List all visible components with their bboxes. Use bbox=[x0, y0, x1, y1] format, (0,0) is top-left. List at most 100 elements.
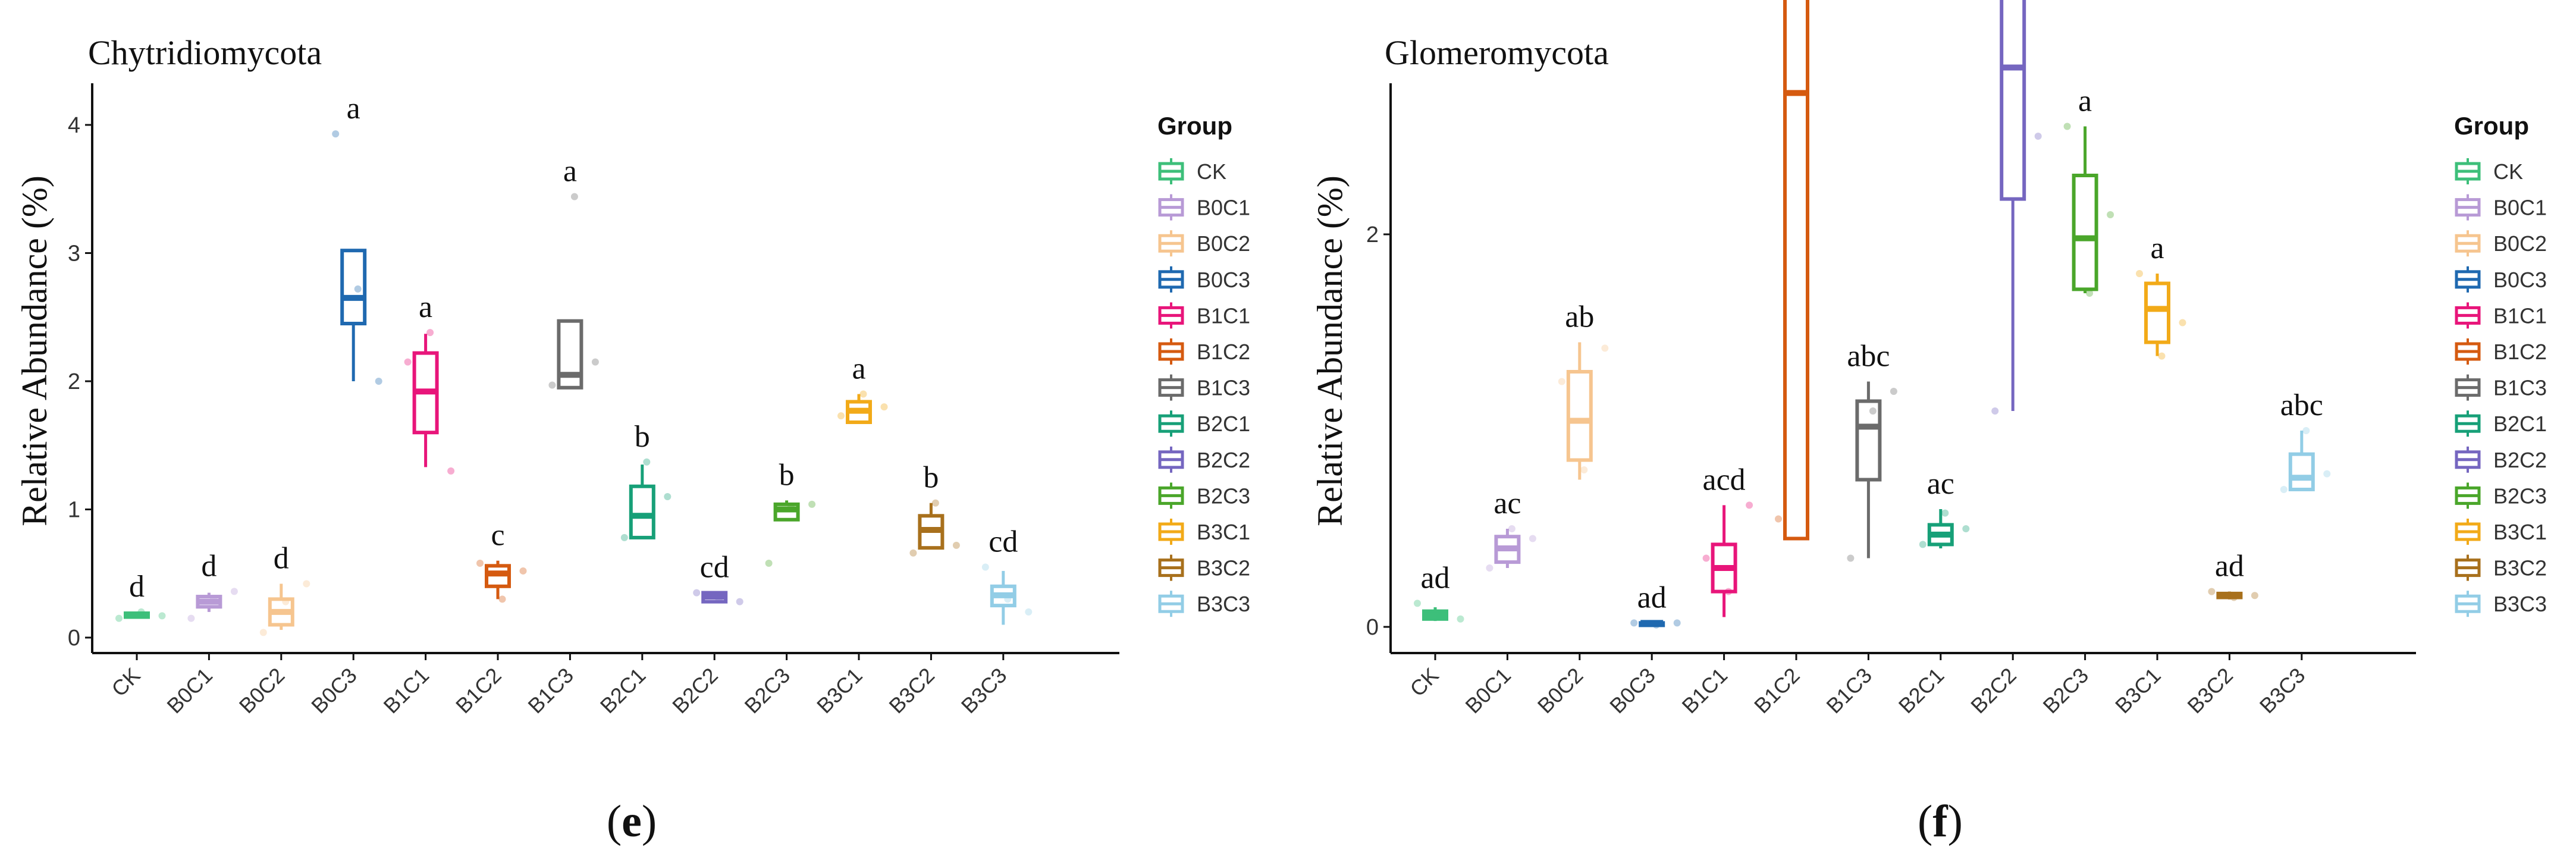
e-xtick-label: B0C1 bbox=[162, 663, 217, 718]
f-significance-letter: ad bbox=[2215, 550, 2244, 583]
f-legend-label: B0C2 bbox=[2493, 231, 2547, 256]
f-legend-label: B1C1 bbox=[2493, 303, 2547, 328]
f-data-point bbox=[2107, 211, 2114, 218]
panel-f-chart: Glomeromycota Relative Abundance (%) 024… bbox=[1310, 0, 2547, 846]
e-significance-letter: a bbox=[852, 352, 865, 386]
e-data-point bbox=[931, 499, 939, 507]
e-significance-letter: cd bbox=[989, 525, 1018, 558]
e-legend-label: B3C3 bbox=[1197, 592, 1250, 616]
panel-f-ylabel: Relative Abundance (%) bbox=[1310, 175, 1350, 526]
f-data-point bbox=[2302, 427, 2310, 434]
e-data-point bbox=[375, 378, 382, 385]
e-legend-label: B3C2 bbox=[1197, 556, 1250, 580]
e-data-point bbox=[693, 589, 701, 597]
f-box bbox=[2144, 281, 2170, 344]
f-data-point bbox=[2251, 592, 2258, 600]
f-data-point bbox=[1630, 619, 1638, 627]
f-data-point bbox=[1558, 378, 1565, 385]
e-xtick-label: B2C3 bbox=[740, 663, 795, 718]
e-data-point bbox=[137, 608, 145, 616]
e-data-point bbox=[548, 381, 556, 389]
e-legend-label: B1C2 bbox=[1197, 340, 1250, 364]
e-data-point bbox=[1004, 595, 1012, 603]
e-xtick-label: B3C2 bbox=[884, 663, 939, 718]
f-legend-label: B3C1 bbox=[2493, 520, 2547, 544]
f-legend-label: B0C1 bbox=[2493, 196, 2547, 220]
e-data-point bbox=[765, 560, 773, 567]
f-data-point bbox=[1919, 541, 1926, 548]
f-data-point bbox=[1890, 388, 1897, 395]
e-data-point bbox=[909, 549, 917, 557]
e-data-point bbox=[859, 390, 867, 398]
f-data-point bbox=[1725, 588, 1733, 595]
e-significance-letter: c bbox=[491, 519, 504, 553]
f-data-point bbox=[1436, 613, 1444, 621]
f-significance-letter: abc bbox=[1847, 340, 1890, 374]
e-significance-letter: d bbox=[274, 541, 289, 575]
e-legend-label: B2C1 bbox=[1197, 412, 1250, 436]
e-data-point bbox=[952, 541, 960, 549]
f-data-point bbox=[1702, 554, 1710, 562]
e-data-point bbox=[187, 614, 195, 622]
f-xtick-label: B1C1 bbox=[1677, 663, 1733, 718]
f-data-point bbox=[1673, 619, 1681, 627]
e-data-point bbox=[787, 503, 795, 511]
f-data-point bbox=[1486, 564, 1493, 572]
e-legend-label: CK bbox=[1197, 159, 1226, 184]
e-data-point bbox=[570, 193, 578, 200]
panel-e-label: (e) bbox=[607, 796, 657, 846]
e-xtick-label: B0C3 bbox=[306, 663, 362, 718]
f-data-point bbox=[1508, 525, 1516, 532]
e-data-point bbox=[880, 403, 888, 411]
f-box bbox=[2000, 0, 2026, 201]
e-xtick-label: CK bbox=[106, 663, 145, 701]
f-box bbox=[2288, 452, 2315, 491]
e-xtick-label: B3C1 bbox=[812, 663, 867, 718]
e-data-point bbox=[715, 595, 723, 603]
f-significance-letter: a bbox=[2150, 231, 2164, 265]
f-data-point bbox=[1529, 535, 1536, 542]
e-legend-label: B1C3 bbox=[1197, 376, 1250, 400]
f-data-point bbox=[2063, 123, 2071, 130]
f-xtick-label: B2C1 bbox=[1894, 663, 1949, 718]
f-box bbox=[1783, 0, 1809, 541]
f-xtick-label: B2C2 bbox=[1966, 663, 2021, 718]
e-ytick-label: 4 bbox=[68, 113, 80, 138]
e-xtick-label: B1C1 bbox=[379, 663, 434, 718]
e-ytick-label: 1 bbox=[68, 498, 80, 523]
f-box bbox=[1855, 399, 1882, 482]
f-box bbox=[1566, 370, 1593, 462]
e-data-point bbox=[476, 560, 484, 567]
e-data-point bbox=[158, 612, 166, 620]
f-data-point bbox=[1775, 515, 1782, 523]
panel-f-label: (f) bbox=[1918, 796, 1963, 846]
e-data-point bbox=[519, 567, 527, 575]
f-data-point bbox=[1869, 407, 1877, 415]
f-xtick-label: B3C2 bbox=[2182, 663, 2238, 718]
f-xtick-label: B0C1 bbox=[1460, 663, 1516, 718]
e-data-point bbox=[981, 563, 989, 571]
f-legend-label: B1C3 bbox=[2493, 376, 2547, 400]
f-legend-label: B2C1 bbox=[2493, 412, 2547, 436]
e-legend-label: B0C2 bbox=[1197, 231, 1250, 256]
f-significance-letter: a bbox=[2078, 84, 2092, 118]
e-legend-label: B0C3 bbox=[1197, 268, 1250, 292]
f-legend-label: B0C3 bbox=[2493, 268, 2547, 292]
f-xtick-label: B0C3 bbox=[1605, 663, 1660, 718]
panel-e-ylabel: Relative Abundance (%) bbox=[15, 175, 54, 526]
f-xtick-label: B3C1 bbox=[2110, 663, 2166, 718]
e-data-point bbox=[620, 534, 628, 541]
f-significance-letter: ac bbox=[1493, 487, 1521, 520]
e-data-point bbox=[591, 358, 599, 366]
f-significance-letter: ad bbox=[1420, 561, 1449, 595]
e-data-point bbox=[354, 285, 362, 293]
e-significance-letter: b bbox=[635, 420, 650, 454]
e-significance-letter: a bbox=[347, 92, 360, 125]
f-data-point bbox=[1991, 407, 1999, 415]
f-data-point bbox=[2136, 270, 2143, 277]
f-data-point bbox=[2280, 486, 2288, 493]
f-xtick-label: B1C2 bbox=[1749, 663, 1805, 718]
e-data-point bbox=[664, 492, 672, 500]
f-data-point bbox=[2208, 588, 2216, 595]
f-legend-label: B1C2 bbox=[2493, 340, 2547, 364]
